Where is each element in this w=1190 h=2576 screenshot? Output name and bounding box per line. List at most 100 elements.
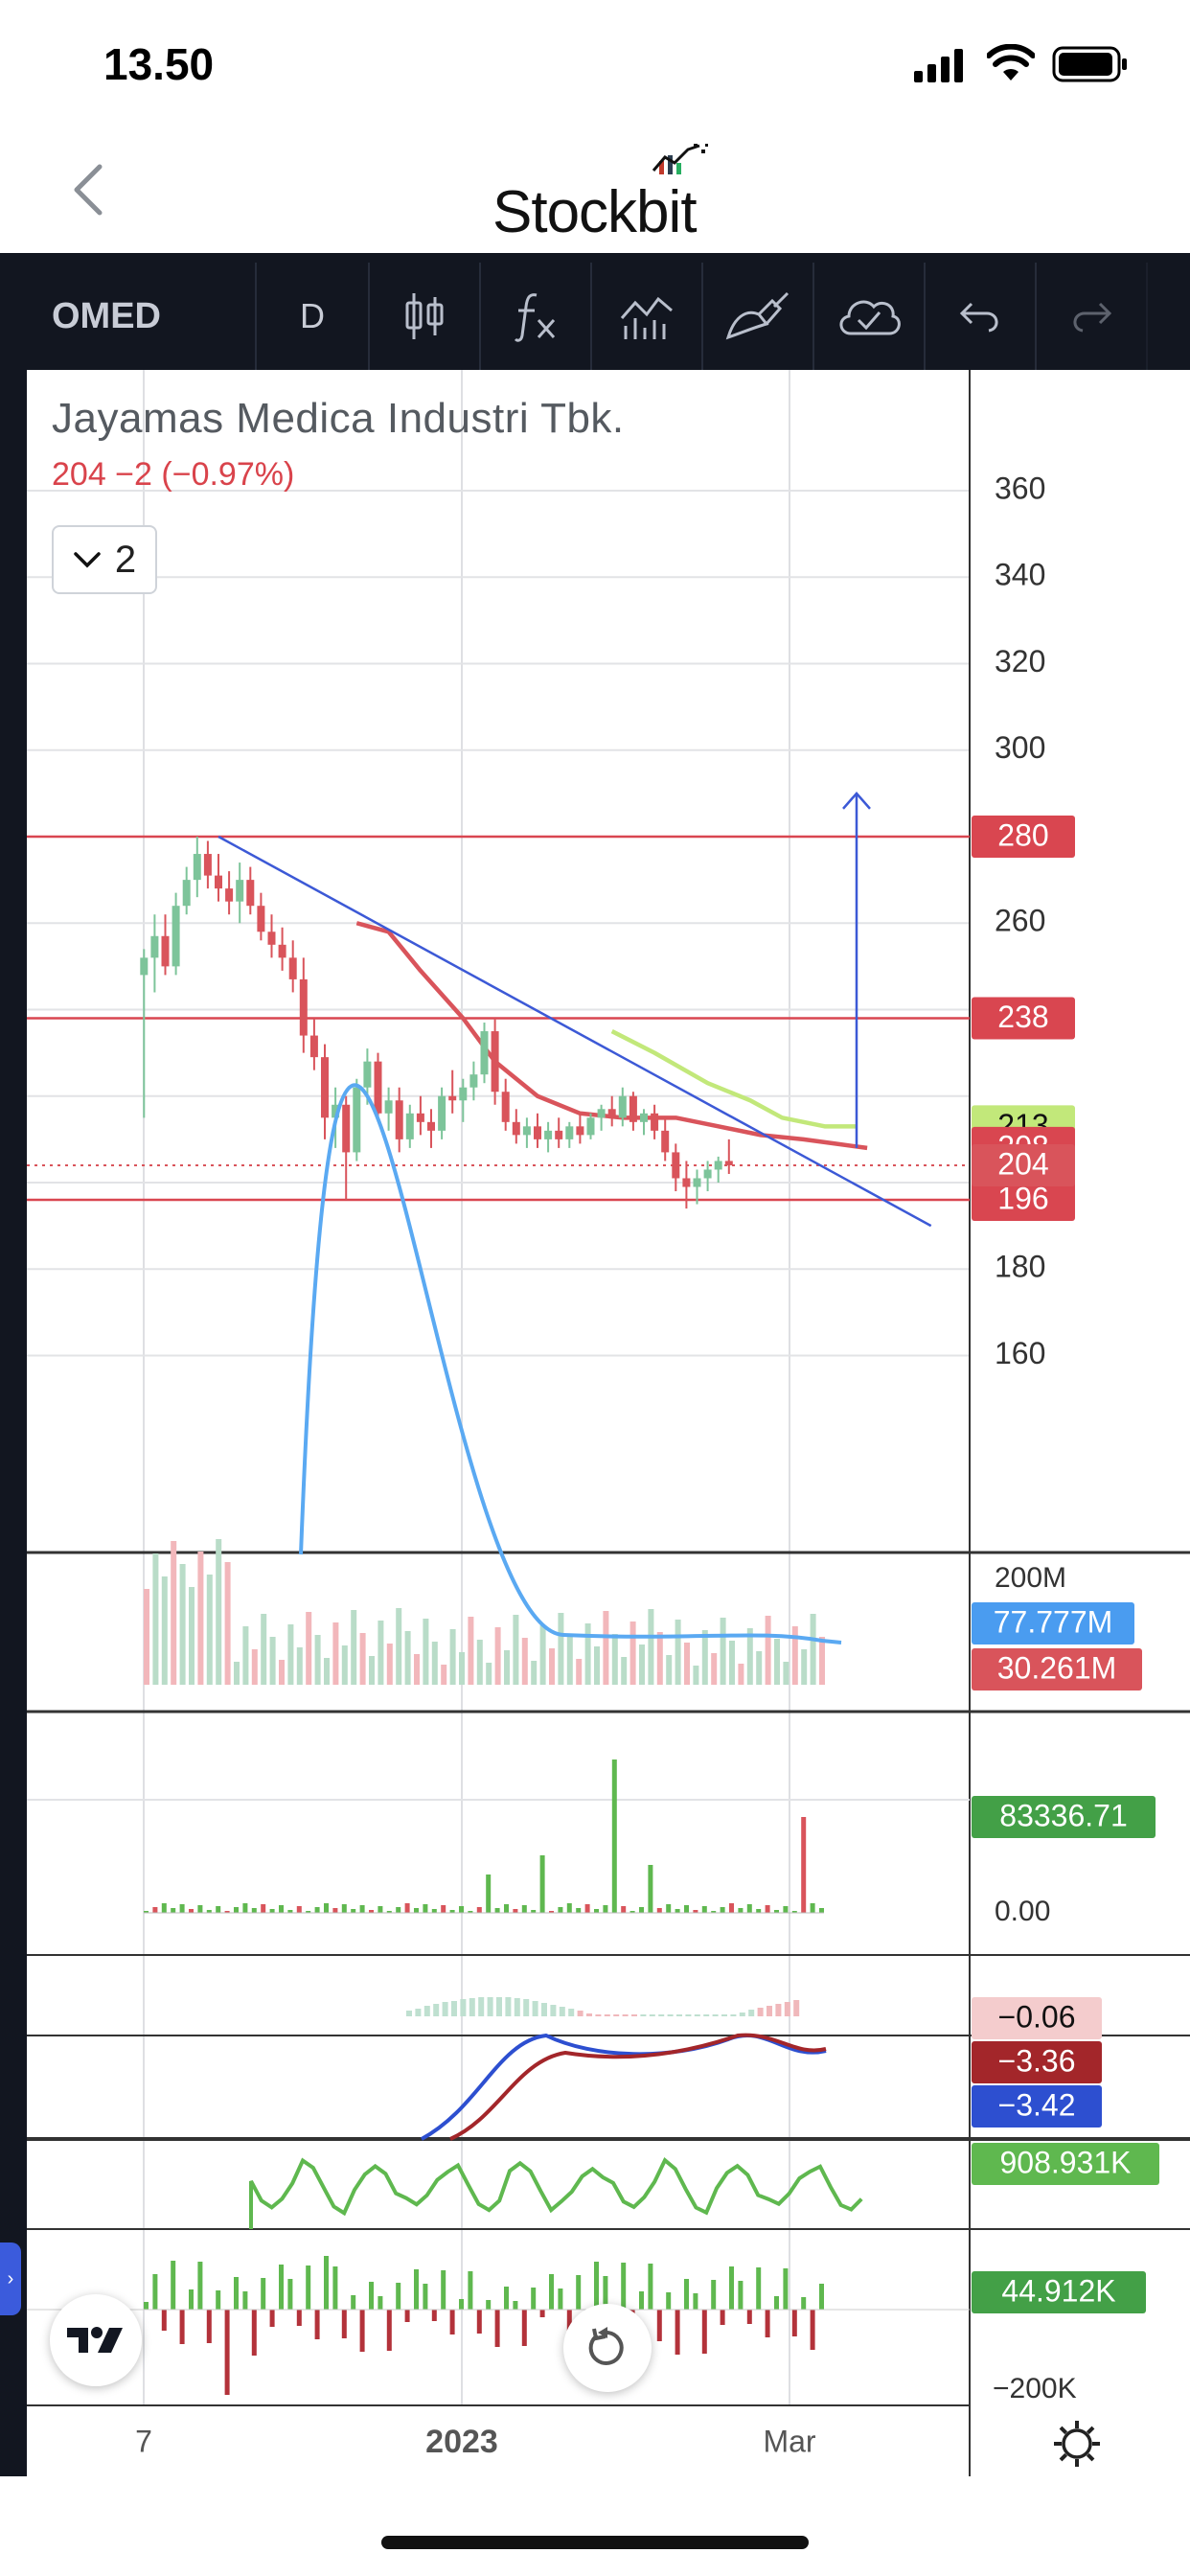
macd-histogram-bar [757,2008,764,2016]
flow-bar [332,2266,338,2310]
flow-bar [621,2263,627,2310]
macd-histogram-bar [640,2014,647,2016]
level-badge-238-bg [972,997,1075,1040]
candle-body [405,1113,414,1139]
drawing-tools-button[interactable] [703,263,814,370]
volume-bar [179,1564,186,1685]
macd-badge-signal: −3.36 [998,2043,1076,2078]
y-tick-label: 340 [995,558,1045,592]
indicator-bar [558,1907,563,1913]
indicator-bar [819,1908,824,1913]
volume-bar [656,1632,663,1685]
indicator-bar [675,1909,680,1913]
candle-body [469,1074,478,1088]
indicator-bar [314,1907,320,1913]
flow-bar [639,2291,644,2310]
legend-collapse-button[interactable]: 2 [52,525,157,594]
redo-button[interactable] [1037,263,1148,370]
gear-tooth [1059,2452,1068,2462]
candle-body [522,1126,531,1136]
candle-body [246,880,255,907]
tradingview-logo-button[interactable] [50,2294,142,2386]
side-panel-toggle[interactable]: › [0,2242,21,2315]
volume-bar [279,1660,285,1685]
macd-histogram-bar [559,2007,565,2016]
interval-button[interactable]: D [257,263,370,370]
flow-bar [558,2288,563,2310]
oscillator-badge: 908.931K [999,2145,1131,2179]
indicator-bar [656,1908,662,1913]
macd-histogram-bar [767,2006,772,2016]
flow-bar [693,2293,698,2310]
chart-type-button[interactable] [370,263,481,370]
indicators-button[interactable] [481,263,592,370]
flow-bar [783,2268,789,2310]
indicator-bar [594,1909,599,1913]
candle-body [661,1130,670,1153]
level-badge-280: 280 [997,817,1048,852]
chart-canvas[interactable]: 3603403203002601801602802381962132082042… [27,370,1190,2476]
indicator-bar [287,1910,293,1913]
symbol-button[interactable]: OMED [27,263,257,370]
macd-histogram-bar [487,1997,493,2016]
indicator-bar [584,1904,590,1913]
indicator-bar [306,1911,311,1913]
volume-bar [611,1634,618,1685]
compare-button[interactable] [592,263,703,370]
volume-bar [144,1589,149,1685]
candle-body [427,1121,435,1131]
flow-bar [684,2279,689,2310]
function-icon [514,293,556,342]
volume-badge-blue: 77.777M [994,1604,1113,1639]
flow-bar [161,2310,167,2331]
settings-gear-icon[interactable] [1054,2421,1100,2467]
undo-button[interactable] [926,263,1037,370]
macd-badge-signal-bg [972,2041,1102,2083]
indicator-bar [431,1909,437,1913]
volume-bar [171,1541,177,1685]
macd-histogram-bar [451,2001,457,2016]
volume-bar [359,1633,366,1685]
indicator-bar [216,1906,221,1913]
indicator-bar [476,1907,482,1913]
indicator-bar [144,1911,149,1913]
indicator-tick-label: 0.00 [995,1896,1050,1927]
indicator-bar [603,1905,608,1913]
candle-body [140,957,149,976]
indicator-bar [378,1906,383,1913]
macd-badge-histogram-bg [972,1997,1102,2039]
indicator-bar [566,1903,572,1913]
candle-body [651,1113,659,1131]
macd-histogram-bar [613,2014,620,2016]
flow-bar [459,2299,464,2310]
indicator-bar [701,1906,707,1913]
indicator-bar [171,1908,176,1913]
volume-bar [486,1663,492,1685]
macd-histogram-bar [505,1997,512,2016]
candlestick-icon [405,293,444,339]
cloud-save-button[interactable] [814,263,926,370]
candle-body [150,935,159,958]
macd-histogram-bar [532,2001,538,2016]
flow-bar [476,2310,482,2334]
status-time: 13.50 [103,39,215,89]
flow-bar [774,2296,779,2310]
reset-chart-button[interactable] [563,2304,652,2392]
volume-bar [441,1665,447,1685]
flow-bar [369,2282,374,2310]
indicator-bar [549,1911,554,1913]
indicator-bar [152,1907,158,1913]
price-badge-204: 204 [997,1146,1048,1181]
flow-bar [216,2290,221,2310]
volume-bar [521,1638,528,1685]
candle-body [512,1121,520,1136]
flow-bar [152,2274,158,2310]
flow-bar [441,2270,446,2310]
indicator-bar [783,1906,789,1913]
macd-histogram-bar [595,2014,602,2016]
candle-body [682,1178,691,1187]
flow-bar [378,2296,383,2310]
back-button[interactable] [65,161,113,218]
volume-bar [738,1664,744,1685]
flow-bar [810,2310,815,2350]
